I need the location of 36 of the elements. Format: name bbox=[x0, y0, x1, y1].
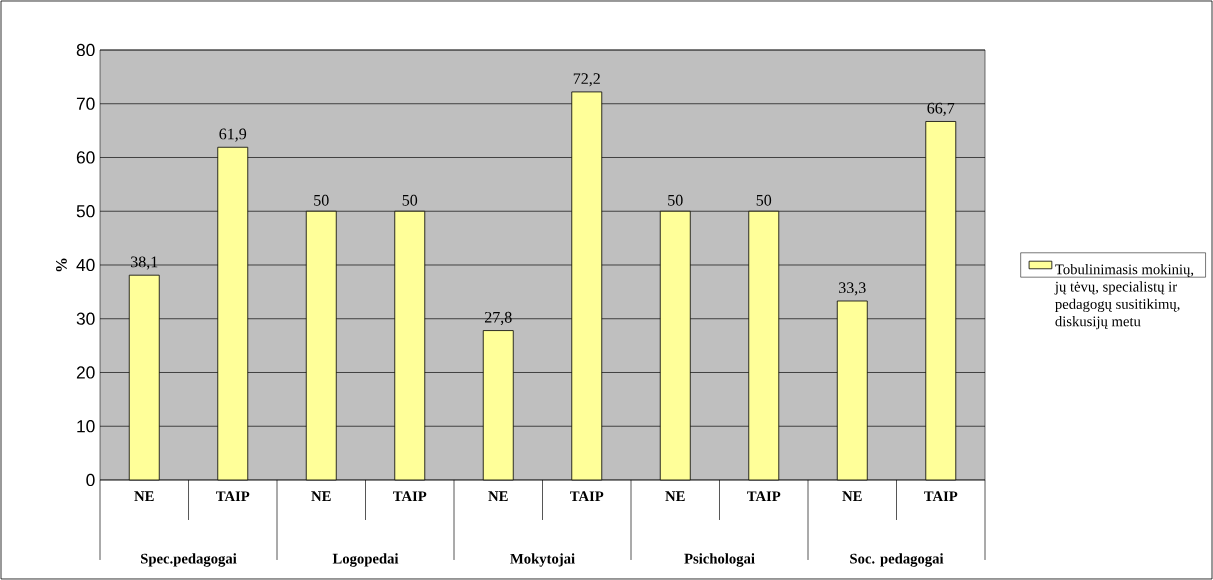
x-tick-label: NE bbox=[665, 491, 685, 501]
y-tick-label: 60 bbox=[76, 151, 95, 164]
y-tick-label: 70 bbox=[76, 97, 95, 110]
text: 33,3 bbox=[839, 282, 866, 296]
text: 50 bbox=[314, 194, 329, 206]
text: 27,8 bbox=[484, 311, 512, 325]
y-tick-label: 0 bbox=[86, 473, 95, 487]
x-tick-label: TAIP bbox=[747, 491, 781, 502]
legend-label: Tobulinimasis mokinių, jų tėvų, specialistų ir pedagogų susitikimų, diskusijų metu bbox=[1054, 264, 1194, 330]
text: Spec.pedagogai bbox=[141, 553, 237, 567]
text: 50 bbox=[668, 194, 683, 206]
text: 66,7 bbox=[927, 102, 955, 116]
text: 50 bbox=[402, 194, 418, 206]
text: Logopedai bbox=[332, 553, 399, 567]
y-tick-label: 10 bbox=[77, 420, 95, 433]
x-tick-label: TAIP bbox=[216, 491, 250, 502]
x-tick-label: NE bbox=[842, 491, 862, 501]
x-tick-label: TAIP bbox=[570, 491, 604, 502]
x-tick-label: NE bbox=[488, 491, 508, 501]
text: 50 bbox=[756, 194, 772, 206]
x-tick-label: NE bbox=[311, 491, 331, 501]
text: 38,1 bbox=[131, 256, 158, 270]
y-tick-label: 50 bbox=[76, 205, 95, 218]
text: Soc. pedagogai bbox=[850, 553, 944, 567]
y-tick-label: 80 bbox=[76, 43, 95, 57]
y-tick-label: 40 bbox=[76, 258, 95, 272]
y-axis-title: % bbox=[56, 258, 67, 272]
y-tick-label: 30 bbox=[76, 312, 95, 325]
text: Psichologai bbox=[684, 553, 755, 567]
x-tick-label: NE bbox=[134, 491, 154, 501]
text: Mokytojai bbox=[510, 553, 575, 567]
y-tick-label: 20 bbox=[76, 366, 95, 379]
x-tick-label: TAIP bbox=[924, 491, 958, 502]
text: 61,9 bbox=[219, 128, 247, 142]
x-tick-label: TAIP bbox=[393, 491, 427, 502]
text: 72,2 bbox=[573, 73, 600, 87]
